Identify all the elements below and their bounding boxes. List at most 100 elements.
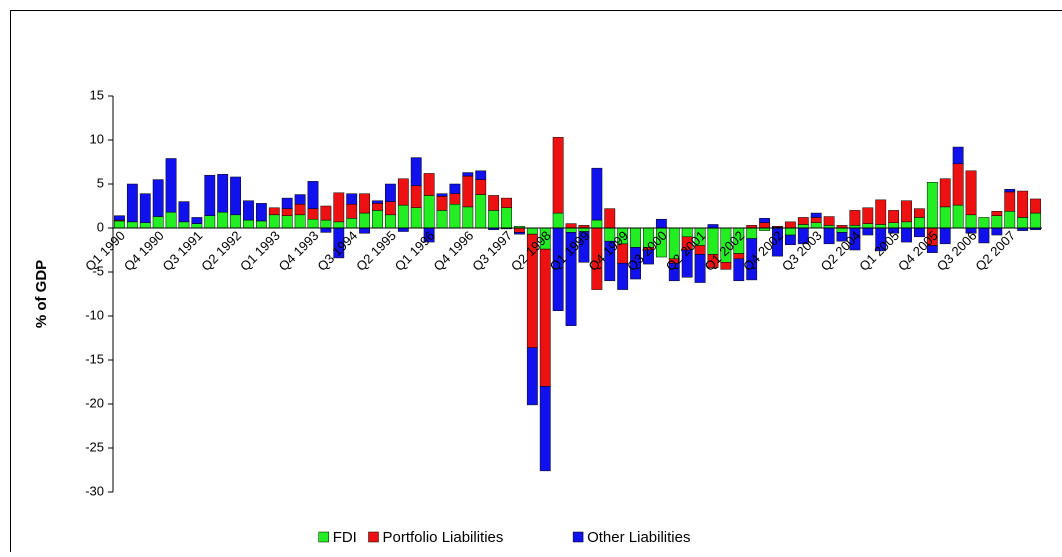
y-tick-label: -30	[85, 483, 104, 498]
bar	[372, 203, 382, 210]
bar	[114, 216, 124, 220]
bar	[398, 205, 408, 228]
bar	[269, 215, 279, 228]
bar	[424, 173, 434, 195]
bar	[747, 228, 757, 239]
legend-label: Other Liabilities	[587, 529, 690, 546]
x-tick-label: Q3 1997	[469, 228, 515, 274]
bar	[308, 181, 318, 208]
bar	[695, 254, 705, 282]
bar	[888, 210, 898, 222]
bar	[334, 222, 344, 228]
bar	[876, 200, 886, 225]
bar	[140, 194, 150, 223]
bar	[372, 201, 382, 204]
bar	[269, 208, 279, 215]
bar	[566, 224, 576, 228]
bar	[592, 168, 602, 220]
bar	[811, 213, 821, 217]
bar	[179, 222, 189, 228]
bar	[863, 228, 873, 235]
bar	[940, 179, 950, 207]
bar	[811, 223, 821, 228]
bar	[1030, 199, 1040, 213]
bar	[398, 228, 408, 232]
bar	[811, 217, 821, 222]
bar	[901, 201, 911, 222]
y-tick-label: 0	[97, 219, 104, 234]
bar	[140, 223, 150, 228]
bar	[772, 226, 782, 227]
x-tick-label: Q1 1990	[82, 228, 128, 274]
bar	[992, 216, 1002, 228]
bar	[540, 386, 550, 470]
y-tick-label: 5	[97, 175, 104, 190]
bar	[450, 184, 460, 194]
x-tick-label: Q3 1991	[160, 228, 206, 274]
bar	[785, 235, 795, 245]
bar	[914, 217, 924, 228]
bar	[359, 194, 369, 213]
bar	[824, 228, 834, 244]
bar	[334, 193, 344, 222]
bar	[824, 217, 834, 226]
y-tick-label: -25	[85, 439, 104, 454]
bar	[708, 224, 718, 228]
bar	[863, 208, 873, 224]
bar	[256, 221, 266, 228]
bar	[514, 228, 524, 232]
y-tick-label: 10	[90, 131, 104, 146]
bar	[308, 219, 318, 228]
bar	[450, 204, 460, 228]
bar	[295, 195, 305, 205]
bar	[966, 171, 976, 215]
bar	[759, 223, 769, 228]
bar	[153, 217, 163, 228]
bar	[914, 209, 924, 218]
bar	[347, 204, 357, 218]
bar	[230, 215, 240, 228]
legend-label: Portfolio Liabilities	[383, 529, 504, 546]
legend-swatch	[573, 532, 583, 542]
bar	[243, 220, 253, 228]
bar	[630, 228, 640, 247]
bar	[501, 208, 511, 228]
bar	[385, 215, 395, 228]
bar	[863, 224, 873, 228]
bar	[282, 209, 292, 216]
bar	[411, 186, 421, 208]
bar	[540, 249, 550, 386]
bar	[230, 177, 240, 215]
bar	[476, 180, 486, 195]
bar	[437, 194, 447, 197]
bar	[295, 204, 305, 215]
bar	[656, 219, 666, 228]
bar	[192, 217, 202, 223]
bar	[1017, 191, 1027, 217]
bar	[992, 211, 1002, 215]
bar	[888, 223, 898, 228]
bar	[450, 194, 460, 205]
bar	[514, 232, 524, 234]
bar	[166, 212, 176, 228]
legend-swatch	[319, 532, 329, 542]
bar	[205, 175, 215, 215]
bar	[901, 222, 911, 228]
y-tick-label: -15	[85, 351, 104, 366]
bar	[798, 217, 808, 224]
bar	[166, 158, 176, 212]
bar	[734, 254, 744, 259]
bar	[295, 215, 305, 228]
bar	[437, 196, 447, 210]
x-tick-label: Q2 1992	[198, 228, 244, 274]
bar	[114, 221, 124, 228]
bar	[321, 228, 331, 232]
bar	[243, 201, 253, 220]
bar	[347, 218, 357, 228]
bar	[979, 217, 989, 228]
bar	[385, 202, 395, 215]
bar	[359, 213, 369, 228]
bar	[953, 205, 963, 228]
bar	[966, 215, 976, 228]
bar	[1017, 217, 1027, 228]
